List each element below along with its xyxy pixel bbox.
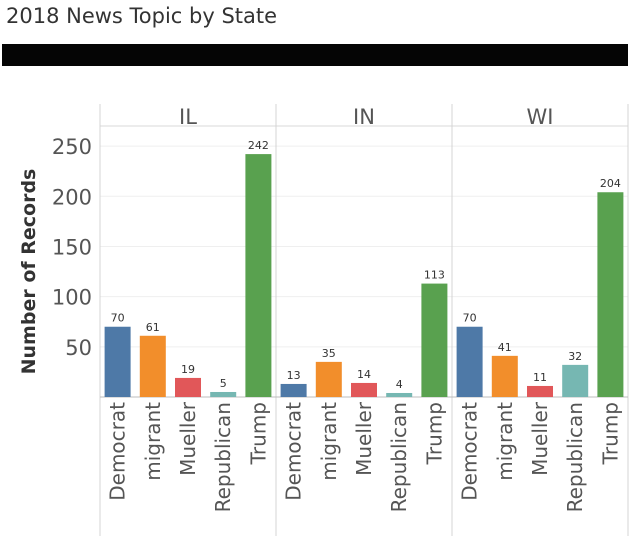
banner-bar <box>2 44 628 66</box>
x-tick-label: migrant <box>141 402 165 481</box>
y-tick-label: 50 <box>65 336 92 360</box>
x-tick-label: Republican <box>211 402 235 512</box>
x-tick-label: Democrat <box>282 402 306 501</box>
x-tick-label: Mueller <box>352 401 376 476</box>
bar-IL-Democrat <box>104 326 131 397</box>
x-tick-label: Republican <box>563 402 587 512</box>
y-tick-label: 100 <box>52 286 92 310</box>
x-tick-label: Democrat <box>106 402 130 501</box>
data-label: 70 <box>463 312 477 325</box>
bar-IN-migrant <box>315 361 342 397</box>
data-label: 32 <box>568 350 582 363</box>
panel-header-IL: IL <box>179 105 197 129</box>
data-label: 242 <box>248 139 269 152</box>
x-tick-label: migrant <box>317 402 341 481</box>
bar-IL-migrant <box>139 335 166 397</box>
data-label: 13 <box>287 369 301 382</box>
bar-IN-Trump <box>421 283 448 397</box>
bar-IN-Democrat <box>280 383 307 397</box>
bar-WI-migrant <box>491 355 518 397</box>
data-label: 4 <box>396 378 403 391</box>
x-tick-label: Trump <box>246 402 270 465</box>
data-label: 204 <box>600 177 621 190</box>
chart-title: 2018 News Topic by State <box>6 4 278 28</box>
data-label: 61 <box>146 321 160 334</box>
data-label: 11 <box>533 371 547 384</box>
y-tick-label: 200 <box>52 185 92 209</box>
data-label: 35 <box>322 347 336 360</box>
data-label: 70 <box>111 312 125 325</box>
y-tick-label: 250 <box>52 135 92 159</box>
bar-IN-Republican <box>386 392 413 397</box>
x-tick-label: Republican <box>387 402 411 512</box>
bar-IL-Republican <box>210 391 237 397</box>
data-label: 5 <box>220 377 227 390</box>
data-label: 19 <box>181 363 195 376</box>
x-tick-label: Trump <box>422 402 446 465</box>
panel-header-IN: IN <box>353 105 375 129</box>
x-tick-label: migrant <box>493 402 517 481</box>
y-tick-label: 150 <box>52 235 92 259</box>
data-label: 113 <box>424 269 445 282</box>
y-axis-label: Number of Records <box>18 169 40 375</box>
x-tick-label: Mueller <box>528 401 552 476</box>
data-label: 41 <box>498 341 512 354</box>
bar-IN-Mueller <box>351 382 377 397</box>
bar-IL-Mueller <box>175 377 201 397</box>
bar-WI-Republican <box>562 364 589 397</box>
x-tick-label: Trump <box>598 402 622 465</box>
bar-WI-Trump <box>597 192 624 397</box>
x-tick-label: Mueller <box>176 401 200 476</box>
bar-WI-Mueller <box>527 385 553 397</box>
bar-WI-Democrat <box>456 326 483 397</box>
x-tick-label: Democrat <box>458 402 482 501</box>
panel-header-WI: WI <box>527 105 554 129</box>
data-label: 14 <box>357 368 371 381</box>
bar-IL-Trump <box>245 154 272 397</box>
